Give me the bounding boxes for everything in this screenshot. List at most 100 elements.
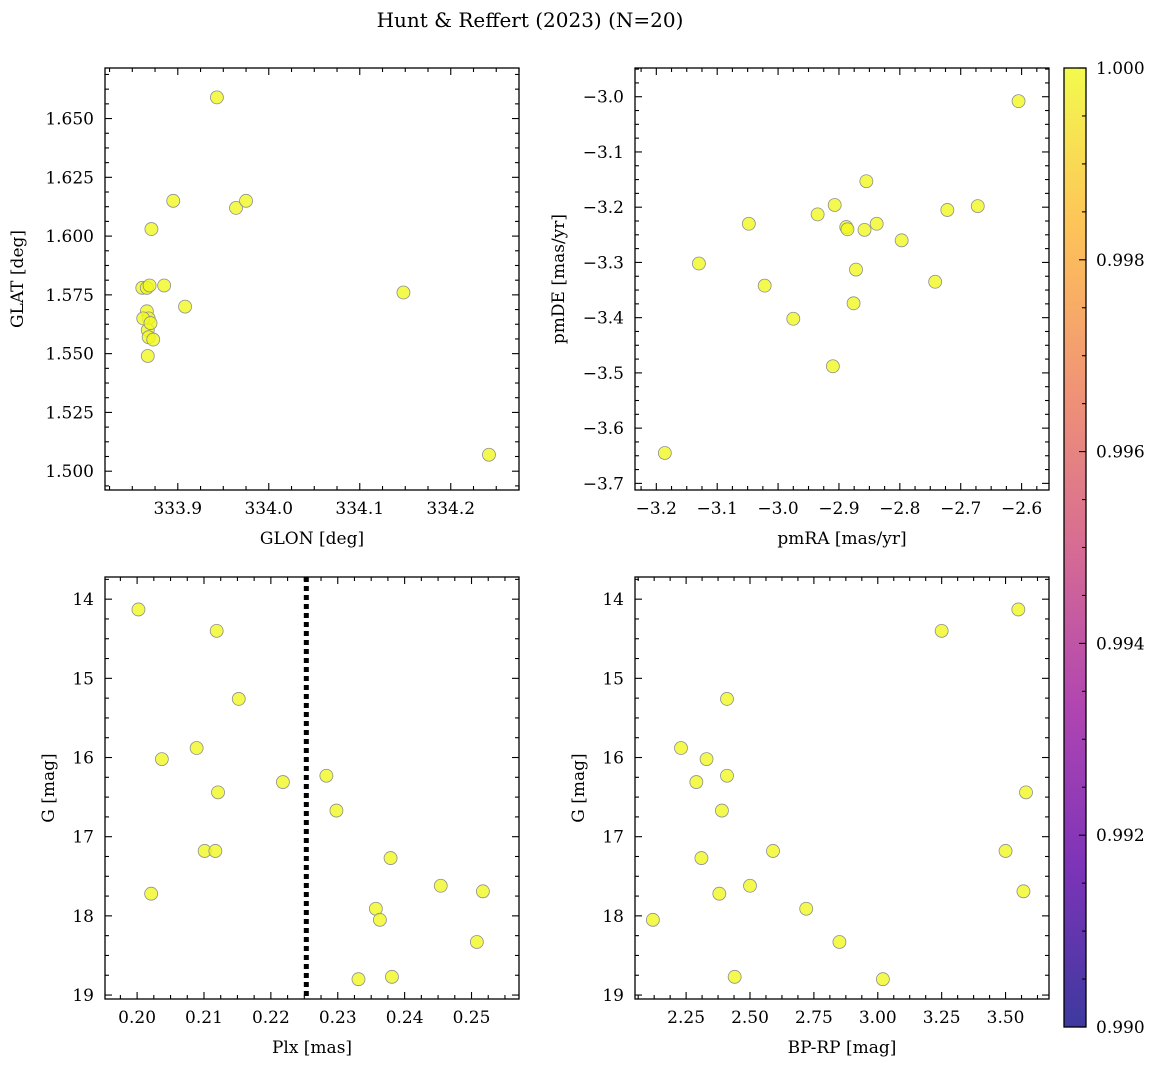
- x-tick-label: −2.7: [940, 499, 981, 519]
- data-point: [189, 741, 204, 755]
- x-tick-label: 2.50: [731, 1008, 769, 1028]
- colorbar-tick-label: 0.994: [1096, 634, 1145, 654]
- y-tick-label: 15: [602, 669, 624, 689]
- data-point: [319, 768, 334, 783]
- y-tick-label: 17: [602, 828, 624, 848]
- data-point: [469, 935, 484, 949]
- data-point: [689, 775, 704, 789]
- data-point: [208, 844, 223, 858]
- data-point: [144, 222, 159, 236]
- x-tick-label: 334.0: [244, 499, 293, 519]
- data-point: [475, 884, 490, 899]
- y-axis-label: GLAT [deg]: [8, 230, 28, 328]
- plot-frame: [104, 67, 520, 491]
- data-point: [692, 256, 706, 271]
- x-tick-label: 0.20: [118, 1008, 156, 1028]
- y-tick-label: 1.650: [45, 110, 94, 130]
- data-point: [166, 193, 181, 208]
- colorbar-tick-label: 0.992: [1096, 826, 1145, 846]
- y-tick-label: 17: [72, 828, 94, 848]
- x-tick-label: 334.1: [335, 499, 384, 519]
- x-tick-label: 2.75: [795, 1008, 833, 1028]
- data-point: [372, 912, 387, 927]
- data-point: [940, 203, 955, 217]
- data-point: [727, 969, 742, 984]
- data-point: [385, 969, 399, 984]
- data-point: [757, 278, 772, 293]
- data-point: [144, 886, 159, 901]
- data-point: [786, 311, 801, 326]
- x-tick-label: −3.2: [636, 499, 677, 519]
- data-point: [712, 886, 727, 901]
- y-tick-label: −3.1: [583, 143, 624, 163]
- data-point: [1019, 785, 1033, 800]
- data-point: [810, 207, 825, 222]
- x-tick-label: −2.8: [879, 499, 920, 519]
- data-point: [741, 216, 756, 231]
- data-point: [482, 447, 496, 462]
- data-point: [1016, 884, 1031, 899]
- x-tick-label: 333.9: [153, 499, 202, 519]
- data-point: [934, 623, 949, 638]
- y-tick-label: 1.575: [45, 286, 94, 306]
- y-tick-label: 1.625: [45, 168, 94, 188]
- x-axis-label: pmRA [mas/yr]: [777, 529, 906, 549]
- x-axis-label: GLON [deg]: [260, 529, 364, 549]
- x-tick-label: −2.6: [1001, 499, 1042, 519]
- data-point: [766, 844, 780, 858]
- x-axis-label: Plx [mas]: [272, 1038, 352, 1058]
- colorbar: 0.990 0.992 0.994 0.996 0.998 1.000: [1063, 59, 1145, 1038]
- y-tick-label: 18: [72, 907, 94, 927]
- panel-sky-position: 333.9 334.0 334.1 334.2 1.500 1.525 1.550 1.575…: [8, 67, 520, 549]
- data-point: [239, 193, 253, 208]
- data-point: [799, 901, 814, 916]
- data-point: [229, 200, 243, 215]
- data-point: [351, 972, 366, 987]
- y-tick-label: −3.7: [583, 474, 624, 494]
- y-tick-label: −3.5: [583, 364, 624, 384]
- y-tick-label: 14: [602, 590, 624, 610]
- x-axis-label: BP-RP [mag]: [788, 1038, 897, 1058]
- data-point: [849, 262, 863, 277]
- data-point: [846, 296, 861, 311]
- data-point: [1011, 602, 1026, 617]
- y-tick-label: 19: [72, 986, 94, 1006]
- data-point: [157, 278, 172, 293]
- y-tick-label: 1.600: [45, 227, 94, 247]
- y-tick-label: 1.500: [45, 462, 94, 482]
- plot-frame: [634, 576, 1050, 1000]
- data-point: [140, 349, 155, 363]
- panel-parallax-magnitude: 0.20 0.21 0.22 0.23 0.24 0.25 14 15 16 17 18 19 Plx …: [39, 576, 520, 1058]
- y-tick-label: −3.6: [583, 419, 624, 439]
- data-point: [825, 359, 840, 374]
- data-point: [211, 785, 225, 800]
- data-point: [857, 222, 872, 237]
- data-point: [143, 316, 158, 330]
- x-tick-label: 0.21: [185, 1008, 223, 1028]
- data-point: [840, 222, 855, 237]
- y-tick-label: −3.2: [583, 198, 624, 218]
- x-tick-label: 0.22: [252, 1008, 290, 1028]
- colorbar-tick-label: 1.000: [1096, 59, 1145, 79]
- panel-proper-motion: −3.2 −3.1 −3.0 −2.9 −2.8 −2.7 −2.6 −3.7 −3.6 −3.5…: [549, 67, 1050, 549]
- data-point: [329, 803, 344, 818]
- x-tick-label: 3.50: [987, 1008, 1025, 1028]
- y-axis-label: pmDE [mas/yr]: [549, 214, 569, 344]
- data-point: [276, 775, 290, 789]
- data-point: [875, 972, 890, 987]
- x-tick-label: 0.23: [319, 1008, 357, 1028]
- data-point: [657, 446, 672, 460]
- y-tick-label: 1.550: [45, 345, 94, 365]
- data-point: [832, 935, 847, 949]
- x-tick-label: −2.9: [818, 499, 859, 519]
- y-tick-label: 1.525: [45, 403, 94, 423]
- x-tick-label: 0.25: [453, 1008, 491, 1028]
- data-point: [142, 278, 157, 293]
- x-tick-label: 3.00: [859, 1008, 897, 1028]
- x-tick-label: 334.2: [426, 499, 475, 519]
- data-point: [970, 199, 985, 213]
- plot-frame: [634, 67, 1050, 491]
- data-point: [433, 878, 448, 893]
- data-point: [146, 332, 161, 347]
- data-point: [714, 803, 729, 818]
